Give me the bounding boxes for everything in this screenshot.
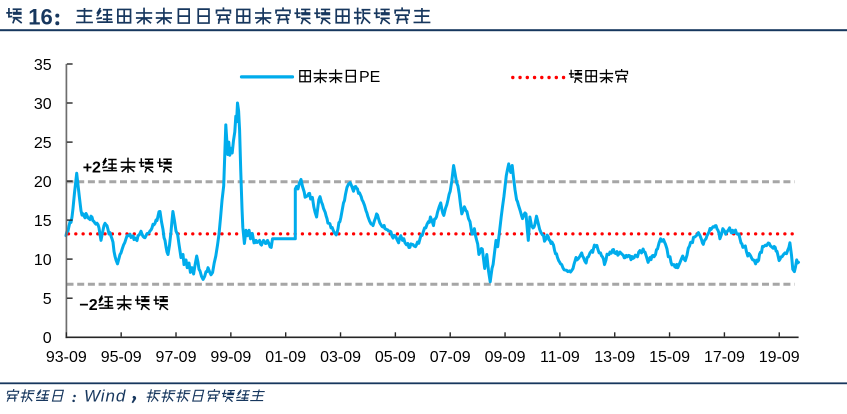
svg-text:5: 5: [43, 291, 52, 308]
svg-text:01-09: 01-09: [265, 349, 306, 366]
svg-text:09-09: 09-09: [485, 349, 526, 366]
svg-text:93-09: 93-09: [46, 349, 87, 366]
svg-text:35: 35: [34, 57, 52, 74]
svg-text:0: 0: [43, 330, 52, 347]
svg-text:10: 10: [34, 252, 52, 269]
svg-text:07-09: 07-09: [430, 349, 471, 366]
svg-text:20: 20: [34, 174, 52, 191]
svg-text:+2: +2: [83, 159, 101, 176]
svg-text:30: 30: [34, 96, 52, 113]
svg-text:13-09: 13-09: [594, 349, 635, 366]
svg-text:19-09: 19-09: [759, 349, 800, 366]
svg-text:Wind: Wind: [84, 386, 126, 405]
svg-text:05-09: 05-09: [375, 349, 416, 366]
svg-text:03-09: 03-09: [320, 349, 361, 366]
svg-text:17-09: 17-09: [704, 349, 745, 366]
svg-text:95-09: 95-09: [101, 349, 142, 366]
svg-text:16: 16: [28, 4, 52, 29]
svg-text:PE: PE: [359, 69, 380, 86]
svg-text:15: 15: [34, 213, 52, 230]
svg-text:15-09: 15-09: [649, 349, 690, 366]
svg-text:25: 25: [34, 135, 52, 152]
svg-text:99-09: 99-09: [210, 349, 251, 366]
svg-text:11-09: 11-09: [540, 349, 580, 366]
svg-text:−2: −2: [79, 297, 97, 314]
svg-text:97-09: 97-09: [156, 349, 197, 366]
